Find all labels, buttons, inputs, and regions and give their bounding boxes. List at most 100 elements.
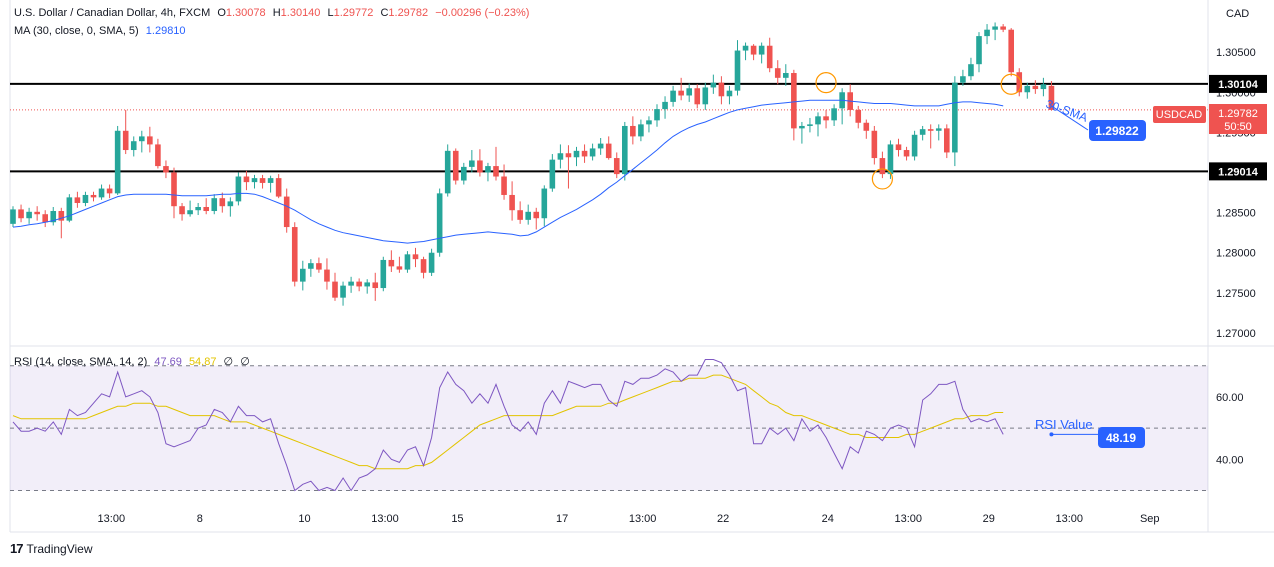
candle-body [219,198,226,207]
candle-body [340,285,346,298]
candle-body [404,254,411,270]
candle-body [557,153,564,160]
time-tick-label: 13:00 [629,513,657,525]
candle-body [1008,29,1014,73]
tradingview-footer[interactable]: 17 TradingView [10,541,93,556]
ohlc-high: 1.30140 [280,7,321,19]
candle-body [1032,85,1039,90]
candle-body [911,134,918,157]
candle-body [654,109,660,121]
ma-line [12,99,1004,244]
candle-body [10,209,16,224]
time-tick-label: 13:00 [1055,513,1083,525]
price-tick-label: 1.28000 [1216,248,1256,260]
candle-body [613,158,620,175]
candle-body [147,136,153,145]
time-tick-label: 24 [822,513,834,525]
candle-body [871,130,878,159]
symbol-title: U.S. Dollar / Canadian Dollar, 4h, FXCM [14,7,211,19]
candle-body [420,259,427,273]
candle-body [823,116,829,121]
ohlc-open-label: O [217,7,226,19]
last-price-badge [1209,104,1267,134]
candle-body [211,198,218,212]
candle-body [630,125,636,137]
rsi-extra-2: ∅ [240,356,250,368]
candle-body [944,128,950,153]
candle-body [98,188,105,198]
level-price-badge [1209,162,1267,181]
candle-body [1024,85,1031,93]
ohlc-low-label: L [327,7,334,19]
candle-body [710,82,717,88]
candle-body [541,188,548,219]
candle-body [976,36,982,65]
ohlc-change: −0.00296 (−0.23%) [435,7,530,19]
level-price-badge-text: 1.29014 [1218,166,1259,178]
candle-body [646,120,652,125]
candle-body [525,211,531,220]
countdown-badge-text: 50:50 [1224,121,1252,133]
candle-body [452,150,459,181]
rsi-value-badge [1098,427,1145,448]
candle-body [968,64,974,77]
candle-body [622,125,628,175]
candle-body [1048,85,1055,110]
candle-body [774,68,781,78]
candle-body [573,150,580,158]
candle-body [903,150,910,157]
candle-body [187,210,193,215]
candle-body [227,201,234,207]
candle-body [308,263,314,269]
candle-body [791,73,797,129]
candle-body [50,211,57,223]
candle-body [863,122,870,131]
time-tick-label: 10 [298,513,310,525]
candle-body [742,45,749,51]
candle-body [114,130,121,194]
candle-body [469,160,475,167]
candle-body [984,29,990,37]
candle-body [18,209,24,219]
annotation-circle [1000,73,1022,95]
ohlc-close: 1.29782 [388,7,429,19]
candle-body [750,45,757,55]
annotation-circle [871,168,894,190]
rsi-tick-label: 60.00 [1216,392,1244,404]
candle-body [581,150,588,157]
annotation-circle [815,72,837,94]
level-price-badge-text: 1.30104 [1218,79,1259,91]
rsi-extra-1: ∅ [223,356,234,368]
ma-annotation: 30-SMA [1044,97,1090,125]
candle-body [686,88,692,96]
candle-body [82,194,89,203]
candle-body [380,259,387,289]
rsi-pointer-dot [1049,432,1054,437]
candle-body [758,45,765,55]
candle-body [1040,84,1047,90]
candle-body [597,143,604,149]
candle-body [517,210,523,220]
candle-body [726,90,733,97]
candle-body [122,130,129,151]
ma-value-badge [1089,120,1146,141]
candle-body [283,196,290,228]
time-tick-label: 17 [556,513,568,525]
candle-body [332,281,338,298]
candle-body [364,282,370,287]
price-tick-label: 1.28500 [1216,208,1256,220]
time-tick-label: 8 [197,513,203,525]
candle-body [678,90,684,96]
ohlc-close-label: C [380,7,389,19]
candle-body [815,116,821,125]
candle-body [799,125,805,129]
candle-body [106,188,113,194]
candle-body [935,128,942,131]
candle-body [348,281,354,286]
tradingview-brand: TradingView [26,541,93,556]
price-tick-label: 1.30500 [1216,47,1256,59]
last-price-badge-text: 1.29782 [1218,108,1258,120]
time-tick-label: 22 [717,513,729,525]
candle-body [549,159,556,189]
